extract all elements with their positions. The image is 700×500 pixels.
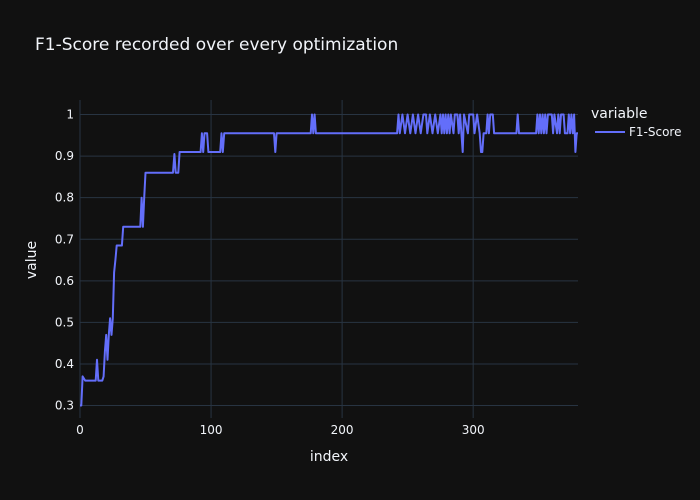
x-tick-label: 100: [200, 423, 223, 437]
y-tick-label: 0.8: [55, 191, 74, 205]
chart-title: F1-Score recorded over every optimizatio…: [35, 35, 398, 55]
x-axis-title: index: [310, 449, 348, 465]
y-tick-label: 1: [66, 108, 74, 122]
y-tick-label: 0.7: [55, 232, 74, 246]
x-tick-label: 300: [462, 423, 485, 437]
x-tick-label: 0: [76, 423, 84, 437]
legend-title: variable: [591, 106, 647, 122]
gridlines: [79, 100, 578, 418]
series-line-f1-score: [80, 113, 578, 407]
y-tick-label: 0.4: [55, 357, 74, 371]
y-tick-label: 0.5: [55, 315, 74, 329]
y-axis-title: value: [24, 241, 40, 279]
y-tick-label: 0.6: [55, 274, 74, 288]
legend[interactable]: variable F1-Score: [591, 106, 681, 139]
y-tick-label: 0.3: [55, 399, 74, 413]
y-tick-label: 0.9: [55, 149, 74, 163]
x-tick-label: 200: [331, 423, 354, 437]
tick-labels: 0.3 0.4 0.5 0.6 0.7 0.8 0.9 1 0 100 200 300: [55, 108, 485, 437]
legend-label-f1-score[interactable]: F1-Score: [629, 125, 681, 139]
